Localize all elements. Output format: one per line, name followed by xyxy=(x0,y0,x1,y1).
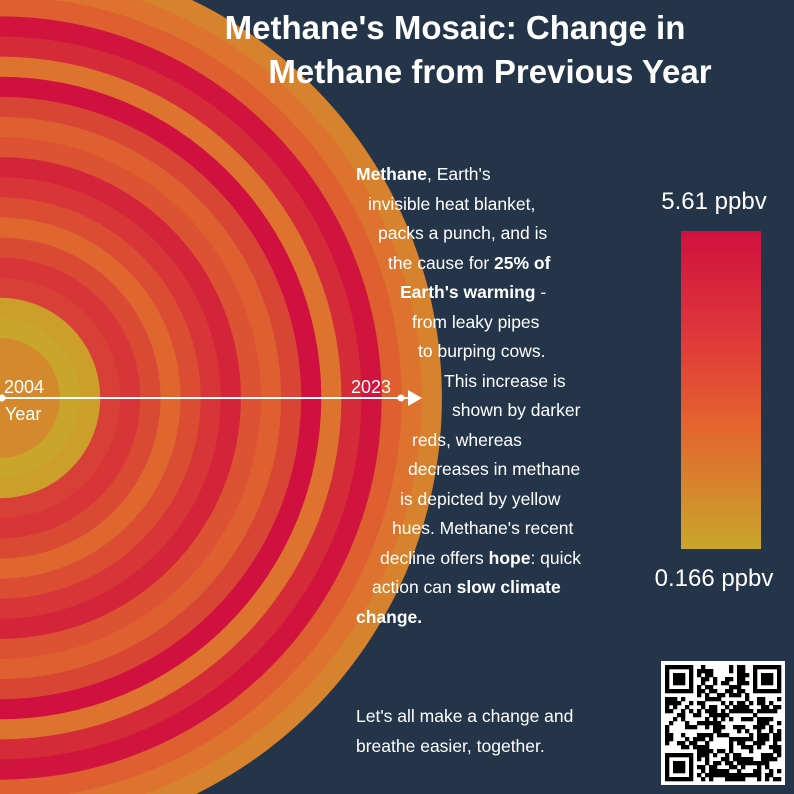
description-line: action can slow climate xyxy=(356,573,626,603)
title-line-1: Methane's Mosaic: Change in xyxy=(224,9,686,46)
description-line: packs a punch, and is xyxy=(356,219,626,249)
description-text-run: reds, whereas xyxy=(412,429,522,450)
description-line: decreases in methane xyxy=(356,455,626,485)
description-text-run: invisible heat blanket, xyxy=(368,193,536,214)
description-text-run: decline offers xyxy=(380,547,489,568)
legend-min-label: 0.166 ppbv xyxy=(654,565,774,592)
description-line: Earth's warming - xyxy=(356,278,626,308)
description-line: change. xyxy=(356,603,626,633)
description-line: shown by darker xyxy=(356,396,626,426)
title-line-2: Methane from Previous Year xyxy=(268,53,712,90)
axis-start-label: 2004 xyxy=(4,377,44,397)
footer-line-2: breathe easier, together. xyxy=(356,735,545,756)
description-text-run: shown by darker xyxy=(452,400,581,420)
description-text-run: is depicted by yellow xyxy=(400,488,561,509)
description-line: the cause for 25% of xyxy=(356,249,626,279)
description-text-run: hues. Methane's recent xyxy=(392,518,574,538)
qr-code-icon[interactable] xyxy=(661,661,785,785)
axis-name-label: Year xyxy=(5,404,41,424)
description-text-run: - xyxy=(535,282,547,302)
description-text-run: action can xyxy=(372,577,457,597)
description-bold-text: hope xyxy=(488,547,531,568)
description-bold-text: slow climate xyxy=(456,577,561,597)
page-title: Methane's Mosaic: Change in Methane from… xyxy=(190,6,790,94)
legend-max-label: 5.61 ppbv xyxy=(661,188,767,215)
description-bold-text: Methane xyxy=(356,164,427,184)
description-line: to burping cows. xyxy=(356,337,626,367)
description-line: from leaky pipes xyxy=(356,308,626,338)
axis-end-dot xyxy=(397,394,405,402)
description-bold-text: Earth's warming xyxy=(400,282,536,302)
description-text-run: decreases in methane xyxy=(408,459,581,479)
description-bold-text: change. xyxy=(356,606,423,627)
description-text-run: packs a punch, and is xyxy=(378,223,548,243)
description-line: decline offers hope: quick xyxy=(356,544,626,574)
legend-color-bar xyxy=(681,231,761,549)
axis-start-dot xyxy=(0,394,6,402)
description-text: Methane, Earth's invisible heat blanket, p… xyxy=(356,160,626,632)
footer-text: Let's all make a change and breathe easi… xyxy=(356,702,636,761)
description-text-run: from leaky pipes xyxy=(412,311,540,332)
description-text-run: : quick xyxy=(530,547,582,568)
axis-arrow-icon xyxy=(408,390,422,406)
description-line: Methane, Earth's xyxy=(356,160,626,190)
description-line: hues. Methane's recent xyxy=(356,514,626,544)
description-text-run: the cause for xyxy=(388,252,495,273)
axis-end-label: 2023 xyxy=(351,377,391,397)
description-line: reds, whereas xyxy=(356,426,626,456)
description-text-run: This increase is xyxy=(444,370,566,391)
description-line: invisible heat blanket, xyxy=(356,190,626,220)
description-text-run: , Earth's xyxy=(426,164,491,184)
footer-line-1: Let's all make a change and xyxy=(356,706,574,726)
description-line: is depicted by yellow xyxy=(356,485,626,515)
description-line: This increase is xyxy=(356,367,626,397)
description-text-run: to burping cows. xyxy=(418,341,546,361)
description-bold-text: 25% of xyxy=(494,252,551,273)
